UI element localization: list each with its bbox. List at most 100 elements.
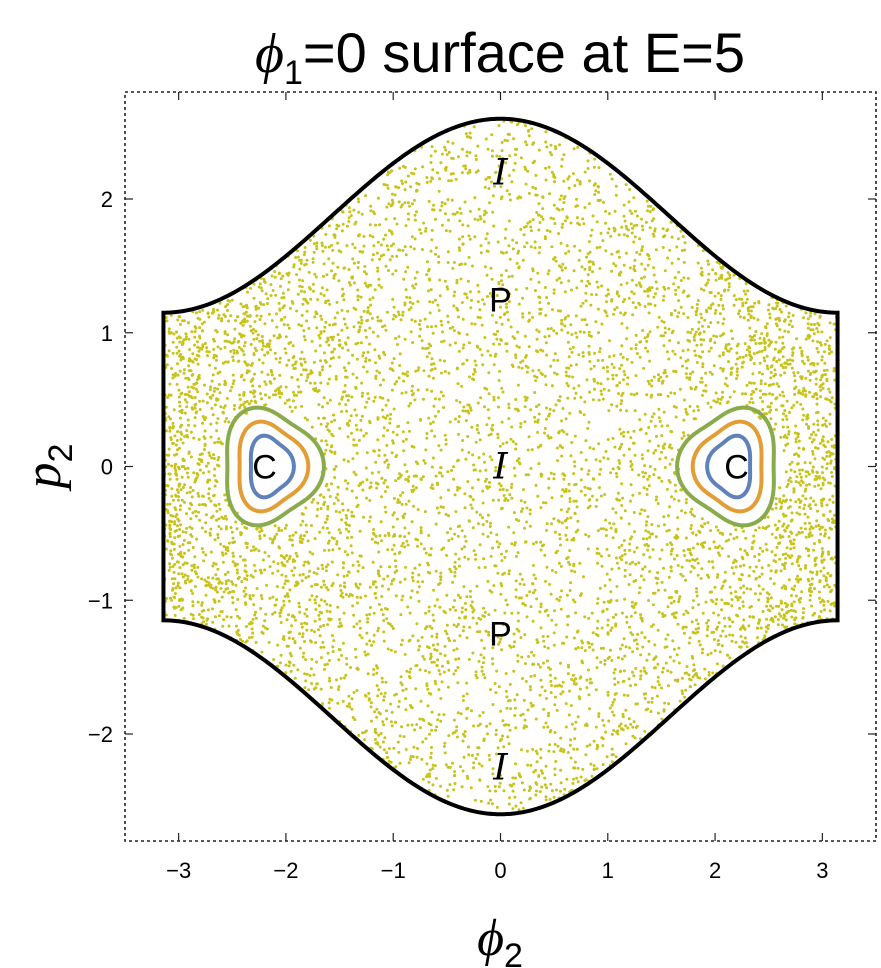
chaotic-point [243,577,247,581]
chaotic-point [342,266,346,270]
chaotic-point [764,326,768,330]
chaotic-point [573,737,577,741]
chaotic-point [447,179,451,183]
chaotic-point [386,574,390,578]
chaotic-point [212,337,215,341]
chaotic-point [732,390,736,394]
chaotic-point [802,607,805,611]
chaotic-point [781,553,785,557]
chaotic-point [425,682,429,686]
chaotic-point [325,517,329,521]
chaotic-point [656,588,660,592]
chaotic-point [715,400,719,404]
chaotic-point [723,616,726,620]
chaotic-point [685,366,689,370]
chaotic-point [263,568,267,572]
chaotic-point [308,238,312,242]
chaotic-point [516,611,520,615]
chaotic-point [437,669,441,672]
chaotic-point [825,503,829,507]
chaotic-point [795,400,799,404]
chaotic-point [520,655,524,659]
chaotic-point [547,334,551,338]
chaotic-point [394,594,398,598]
chaotic-point [194,514,198,518]
chaotic-point [206,478,210,482]
chaotic-point [398,364,402,367]
chaotic-point [769,417,773,421]
chaotic-point [784,443,788,447]
chaotic-point [478,308,482,312]
chaotic-point [445,553,448,557]
chaotic-point [559,281,563,285]
chaotic-point [401,439,405,443]
chaotic-point [744,536,748,540]
chaotic-point [481,614,485,618]
chaotic-point [181,486,185,489]
chaotic-point [297,385,301,389]
chaotic-point [507,402,511,406]
chaotic-point [494,728,498,732]
chaotic-point [583,615,587,619]
chaotic-point [356,294,360,298]
chaotic-point [735,377,738,380]
chaotic-point [806,322,810,326]
chaotic-point [608,706,612,710]
chaotic-point [473,235,477,239]
chaotic-point [531,267,535,271]
chaotic-point [433,648,437,651]
chaotic-point [777,384,781,388]
chaotic-point [524,679,528,683]
chaotic-point [624,251,628,255]
chaotic-point [445,593,449,597]
chaotic-point [236,315,240,319]
chaotic-point [299,390,303,394]
chaotic-point [542,707,546,711]
chaotic-point [832,367,836,370]
chaotic-point [623,597,627,601]
chaotic-point [676,535,680,539]
chaotic-point [574,682,578,686]
chaotic-point [165,363,169,367]
chaotic-point [743,342,747,346]
title-symbol: ϕ [255,23,284,85]
chaotic-point [830,471,833,474]
chaotic-point [540,215,543,219]
chaotic-point [678,699,682,703]
chaotic-point [476,144,480,148]
chaotic-point [560,684,563,688]
chaotic-point [196,565,200,569]
chaotic-point [355,595,359,599]
chaotic-point [266,373,270,377]
chaotic-point [384,264,388,268]
chaotic-point [254,610,257,614]
chaotic-point [475,584,479,588]
chaotic-point [268,596,272,600]
chaotic-point [183,579,187,583]
chaotic-point [387,202,391,206]
chaotic-point [439,784,442,788]
chaotic-point [336,498,340,502]
chaotic-point [373,540,377,544]
chaotic-point [420,635,424,639]
chaotic-point [708,370,712,374]
chaotic-point [649,419,653,423]
chaotic-point [686,316,690,319]
chaotic-sea-points [163,118,838,815]
chaotic-point [523,405,527,409]
chaotic-point [438,672,442,676]
chaotic-point [193,416,197,420]
chaotic-point [507,174,511,178]
chaotic-point [469,604,473,608]
chaotic-point [806,577,810,581]
chaotic-point [633,409,637,413]
chaotic-point [264,393,267,397]
chaotic-point [729,532,732,536]
chaotic-point [263,534,266,537]
chaotic-point [776,623,780,627]
chaotic-point [638,355,642,359]
chaotic-point [373,710,377,714]
chaotic-point [417,573,421,577]
chaotic-point [534,173,538,177]
chaotic-point [728,273,732,277]
